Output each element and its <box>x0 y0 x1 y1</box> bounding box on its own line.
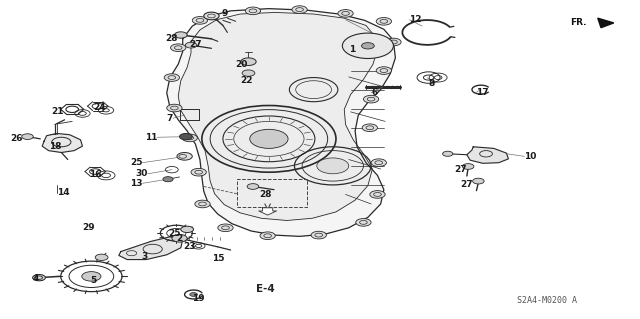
Text: 30: 30 <box>135 169 148 178</box>
Circle shape <box>376 67 392 74</box>
Polygon shape <box>167 9 396 236</box>
Text: 13: 13 <box>130 179 143 188</box>
Circle shape <box>338 10 353 17</box>
Bar <box>237 179 307 207</box>
Text: 9: 9 <box>221 9 227 18</box>
Text: E-4: E-4 <box>257 284 275 294</box>
Text: 7: 7 <box>167 114 173 123</box>
Text: S2A4-M0200 A: S2A4-M0200 A <box>516 296 577 305</box>
Polygon shape <box>467 147 508 163</box>
Circle shape <box>362 43 374 49</box>
Text: 15: 15 <box>212 254 224 263</box>
Text: 25: 25 <box>130 158 143 167</box>
Circle shape <box>292 6 307 13</box>
Text: 27: 27 <box>461 181 473 189</box>
Text: 24: 24 <box>93 103 106 112</box>
Circle shape <box>364 95 379 103</box>
Text: 19: 19 <box>192 294 205 303</box>
Text: 6: 6 <box>371 88 378 97</box>
Text: 10: 10 <box>524 152 537 161</box>
Text: 1: 1 <box>349 45 355 55</box>
Text: 28: 28 <box>260 190 272 199</box>
Circle shape <box>164 74 179 81</box>
Circle shape <box>356 219 371 226</box>
Polygon shape <box>259 208 276 215</box>
Text: 27: 27 <box>189 40 202 49</box>
Circle shape <box>342 33 394 58</box>
Text: 5: 5 <box>90 276 97 285</box>
Circle shape <box>171 44 186 51</box>
Circle shape <box>177 152 192 160</box>
Circle shape <box>218 224 233 232</box>
Circle shape <box>370 191 385 198</box>
Circle shape <box>191 168 206 176</box>
Circle shape <box>317 158 349 174</box>
Text: FR.: FR. <box>570 19 587 27</box>
Circle shape <box>180 226 193 233</box>
Circle shape <box>167 104 182 112</box>
Circle shape <box>174 32 187 38</box>
Circle shape <box>242 70 255 76</box>
Circle shape <box>195 200 210 208</box>
Circle shape <box>82 271 101 281</box>
Circle shape <box>192 17 207 24</box>
Circle shape <box>250 129 288 148</box>
Polygon shape <box>119 236 182 260</box>
Circle shape <box>311 231 326 239</box>
Text: 8: 8 <box>429 79 435 88</box>
Circle shape <box>472 178 484 184</box>
Circle shape <box>371 159 387 167</box>
Circle shape <box>179 133 192 140</box>
Circle shape <box>386 38 401 46</box>
Circle shape <box>260 232 275 240</box>
Polygon shape <box>598 18 614 28</box>
Circle shape <box>95 254 108 261</box>
Text: 29: 29 <box>83 223 95 232</box>
Circle shape <box>33 274 45 281</box>
Circle shape <box>172 234 187 242</box>
Circle shape <box>376 18 392 25</box>
Circle shape <box>22 134 33 139</box>
Text: 17: 17 <box>476 88 489 97</box>
Circle shape <box>189 293 197 296</box>
Text: 20: 20 <box>236 60 248 69</box>
Text: 26: 26 <box>10 134 23 143</box>
Text: 21: 21 <box>51 108 63 116</box>
Text: 28: 28 <box>166 34 178 43</box>
Circle shape <box>362 124 378 131</box>
Text: 14: 14 <box>57 188 70 197</box>
Circle shape <box>245 7 260 15</box>
Text: 23: 23 <box>183 242 195 251</box>
Circle shape <box>463 164 474 169</box>
Text: 3: 3 <box>141 252 148 261</box>
Text: 18: 18 <box>49 142 61 151</box>
Text: 22: 22 <box>240 76 253 85</box>
Text: 12: 12 <box>410 15 422 24</box>
Circle shape <box>163 177 173 182</box>
Text: 25: 25 <box>168 229 180 238</box>
Polygon shape <box>42 133 83 152</box>
Text: 2: 2 <box>177 234 182 243</box>
Text: 11: 11 <box>145 133 157 142</box>
Circle shape <box>443 151 453 156</box>
Circle shape <box>204 12 219 20</box>
Circle shape <box>241 58 256 65</box>
Polygon shape <box>178 12 378 220</box>
Text: 27: 27 <box>454 165 467 174</box>
Text: 4: 4 <box>33 274 39 283</box>
Text: 16: 16 <box>89 170 101 179</box>
Circle shape <box>182 134 197 142</box>
Circle shape <box>185 42 196 48</box>
Circle shape <box>247 184 259 189</box>
